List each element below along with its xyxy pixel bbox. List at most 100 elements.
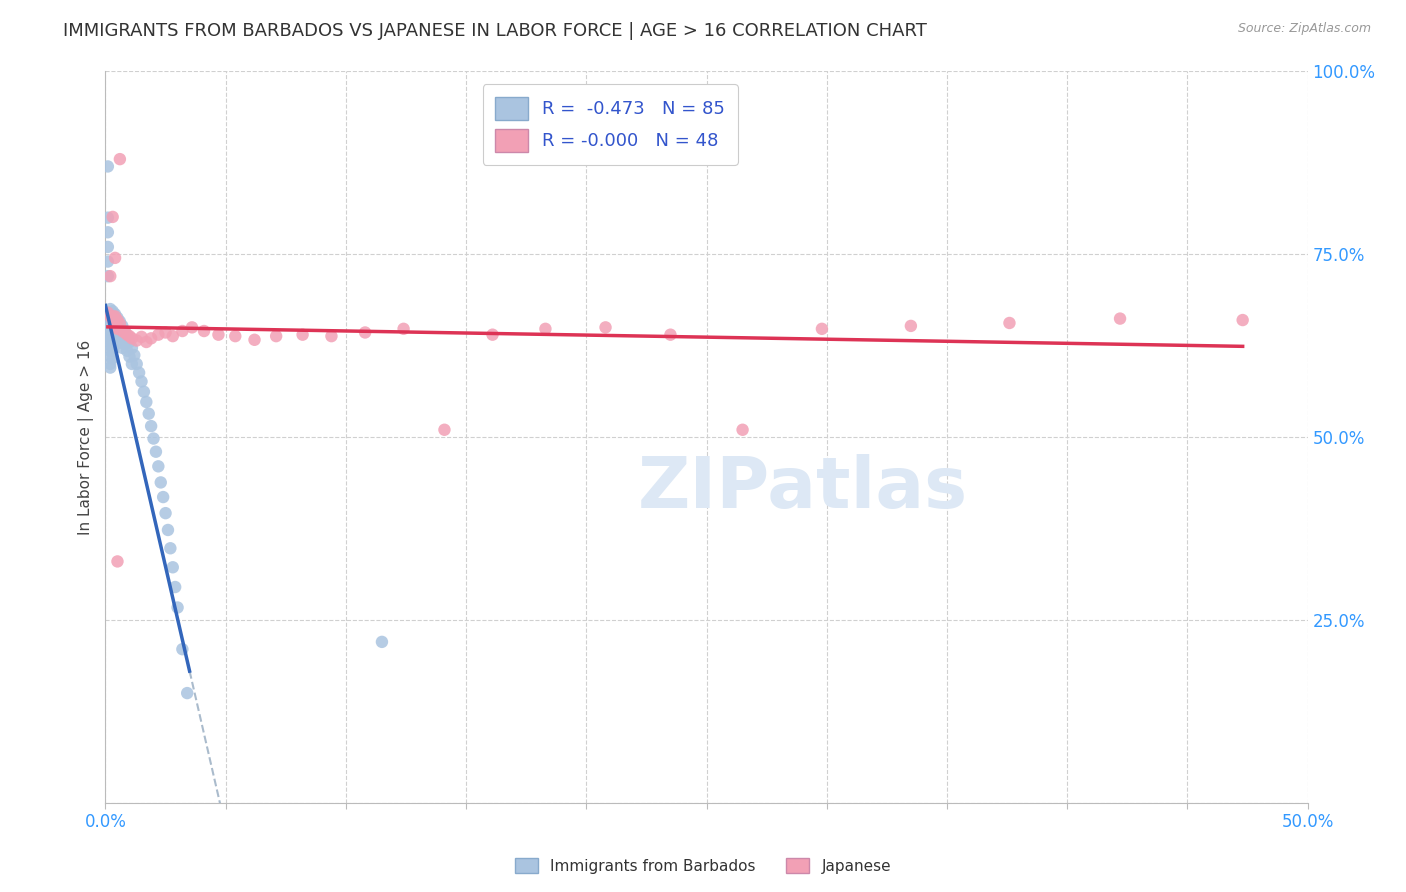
Point	[152, 490, 174, 504]
Point	[107, 310, 129, 325]
Point	[107, 322, 129, 336]
Point	[98, 331, 121, 345]
Point	[108, 324, 131, 338]
Point	[97, 269, 120, 284]
Point	[207, 327, 229, 342]
Point	[172, 642, 194, 657]
Point	[121, 341, 143, 355]
Point	[1109, 311, 1132, 326]
Point	[1232, 313, 1254, 327]
Point	[111, 324, 134, 338]
Point	[172, 324, 194, 338]
Point	[104, 307, 127, 321]
Point	[98, 313, 121, 327]
Point	[731, 423, 754, 437]
Point	[107, 327, 129, 342]
Point	[181, 320, 204, 334]
Point	[659, 327, 682, 342]
Point	[534, 322, 557, 336]
Point	[98, 269, 121, 284]
Point	[104, 320, 127, 334]
Point	[98, 334, 121, 349]
Point	[104, 310, 127, 324]
Point	[101, 304, 124, 318]
Point	[132, 384, 155, 399]
Text: ZIPatlas: ZIPatlas	[638, 454, 967, 523]
Point	[108, 152, 131, 166]
Point	[101, 329, 124, 343]
Point	[118, 334, 141, 349]
Point	[124, 348, 146, 362]
Point	[148, 459, 170, 474]
Point	[998, 316, 1021, 330]
Point	[104, 320, 127, 334]
Point	[97, 315, 120, 329]
Point	[145, 444, 167, 458]
Point	[139, 331, 162, 345]
Point	[142, 432, 165, 446]
Text: Source: ZipAtlas.com: Source: ZipAtlas.com	[1237, 22, 1371, 36]
Point	[811, 322, 834, 336]
Point	[98, 350, 121, 364]
Point	[118, 329, 141, 343]
Point	[114, 336, 136, 351]
Point	[264, 329, 287, 343]
Legend: Immigrants from Barbados, Japanese: Immigrants from Barbados, Japanese	[509, 852, 897, 880]
Point	[111, 341, 134, 355]
Point	[121, 331, 143, 345]
Point	[156, 523, 179, 537]
Point	[131, 330, 153, 344]
Point	[107, 554, 129, 568]
Point	[125, 334, 148, 348]
Text: IMMIGRANTS FROM BARBADOS VS JAPANESE IN LABOR FORCE | AGE > 16 CORRELATION CHART: IMMIGRANTS FROM BARBADOS VS JAPANESE IN …	[63, 22, 927, 40]
Point	[166, 600, 188, 615]
Point	[165, 580, 187, 594]
Point	[107, 313, 129, 327]
Point	[108, 317, 131, 331]
Point	[101, 307, 124, 321]
Point	[149, 475, 172, 490]
Point	[101, 313, 124, 327]
Point	[371, 635, 394, 649]
Point	[108, 314, 131, 328]
Point	[98, 327, 121, 342]
Point	[162, 560, 184, 574]
Point	[97, 225, 120, 239]
Point	[97, 314, 120, 328]
Point	[98, 310, 121, 324]
Point	[101, 318, 124, 333]
Point	[900, 318, 922, 333]
Point	[111, 329, 134, 343]
Point	[97, 306, 120, 320]
Point	[595, 320, 617, 334]
Point	[128, 366, 150, 380]
Y-axis label: In Labor Force | Age > 16: In Labor Force | Age > 16	[77, 340, 94, 534]
Point	[98, 338, 121, 352]
Point	[138, 407, 160, 421]
Legend: R =  -0.473   N = 85, R = -0.000   N = 48: R = -0.473 N = 85, R = -0.000 N = 48	[482, 84, 738, 165]
Point	[104, 313, 127, 327]
Point	[115, 329, 138, 343]
Point	[243, 333, 266, 347]
Point	[139, 419, 162, 434]
Point	[97, 313, 120, 327]
Point	[101, 314, 124, 328]
Point	[159, 541, 181, 556]
Point	[97, 317, 120, 331]
Point	[97, 211, 120, 225]
Point	[291, 327, 314, 342]
Point	[104, 251, 127, 265]
Point	[125, 357, 148, 371]
Point	[114, 324, 136, 338]
Point	[115, 327, 138, 342]
Point	[121, 357, 143, 371]
Point	[131, 375, 153, 389]
Point	[354, 326, 377, 340]
Point	[104, 336, 127, 351]
Point	[98, 357, 121, 371]
Point	[98, 320, 121, 334]
Point	[135, 334, 157, 349]
Point	[155, 326, 177, 340]
Point	[162, 329, 184, 343]
Point	[101, 324, 124, 338]
